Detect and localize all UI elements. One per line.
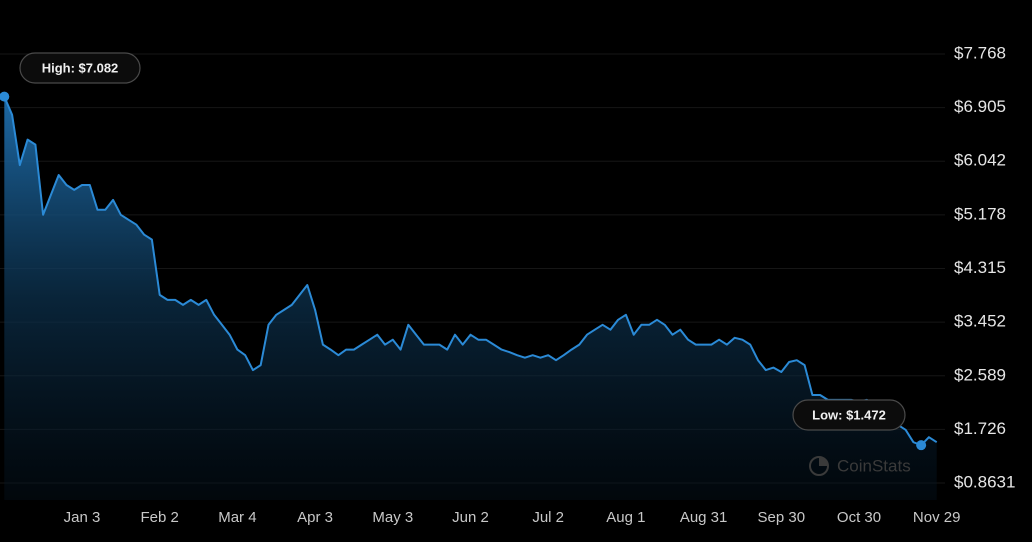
y-tick-label: $6.905 (954, 97, 1006, 116)
plot (3, 96, 938, 500)
watermark: CoinStats (837, 456, 911, 475)
y-tick-label: $4.315 (954, 258, 1006, 277)
y-tick-label: $6.042 (954, 151, 1006, 170)
y-tick-label: $0.8631 (954, 472, 1015, 491)
x-tick-label: Nov 29 (913, 509, 961, 526)
annotation-label: Low: $1.472 (812, 407, 886, 422)
x-tick-label: Sep 30 (758, 509, 806, 526)
annotation-box (792, 399, 906, 431)
annotation-box (19, 52, 141, 84)
x-tick-label: Jun 2 (452, 509, 489, 526)
annotation-label: High: $7.082 (42, 60, 119, 75)
y-tick-label: $2.589 (954, 365, 1006, 384)
x-tick-label: Aug 31 (680, 509, 728, 526)
extreme-point (0, 91, 10, 102)
x-tick-label: Oct 30 (837, 509, 881, 526)
extreme-point (916, 440, 927, 451)
line (3, 96, 938, 447)
y-tick-label: $1.726 (954, 419, 1006, 438)
axes: $0.8631 $1.726 $2.589 $3.452 $4.315 $5.178 $6.… (64, 43, 1016, 525)
x-tick-label: Mar 4 (218, 509, 256, 526)
x-tick-label: Feb 2 (141, 509, 179, 526)
watermark-logo-part (819, 457, 828, 466)
area (4, 96, 937, 500)
annotations: High: $7.082 Low: $1.472 (0, 52, 927, 451)
y-tick-label: $3.452 (954, 312, 1006, 331)
x-tick-label: Jan 3 (64, 509, 101, 526)
x-tick-label: Jul 2 (532, 509, 564, 526)
y-tick-label: $5.178 (954, 204, 1006, 223)
x-tick-label: May 3 (372, 509, 413, 526)
x-tick-label: Aug 1 (606, 509, 645, 526)
x-tick-label: Apr 3 (297, 509, 333, 526)
y-tick-label: $7.768 (954, 43, 1006, 62)
